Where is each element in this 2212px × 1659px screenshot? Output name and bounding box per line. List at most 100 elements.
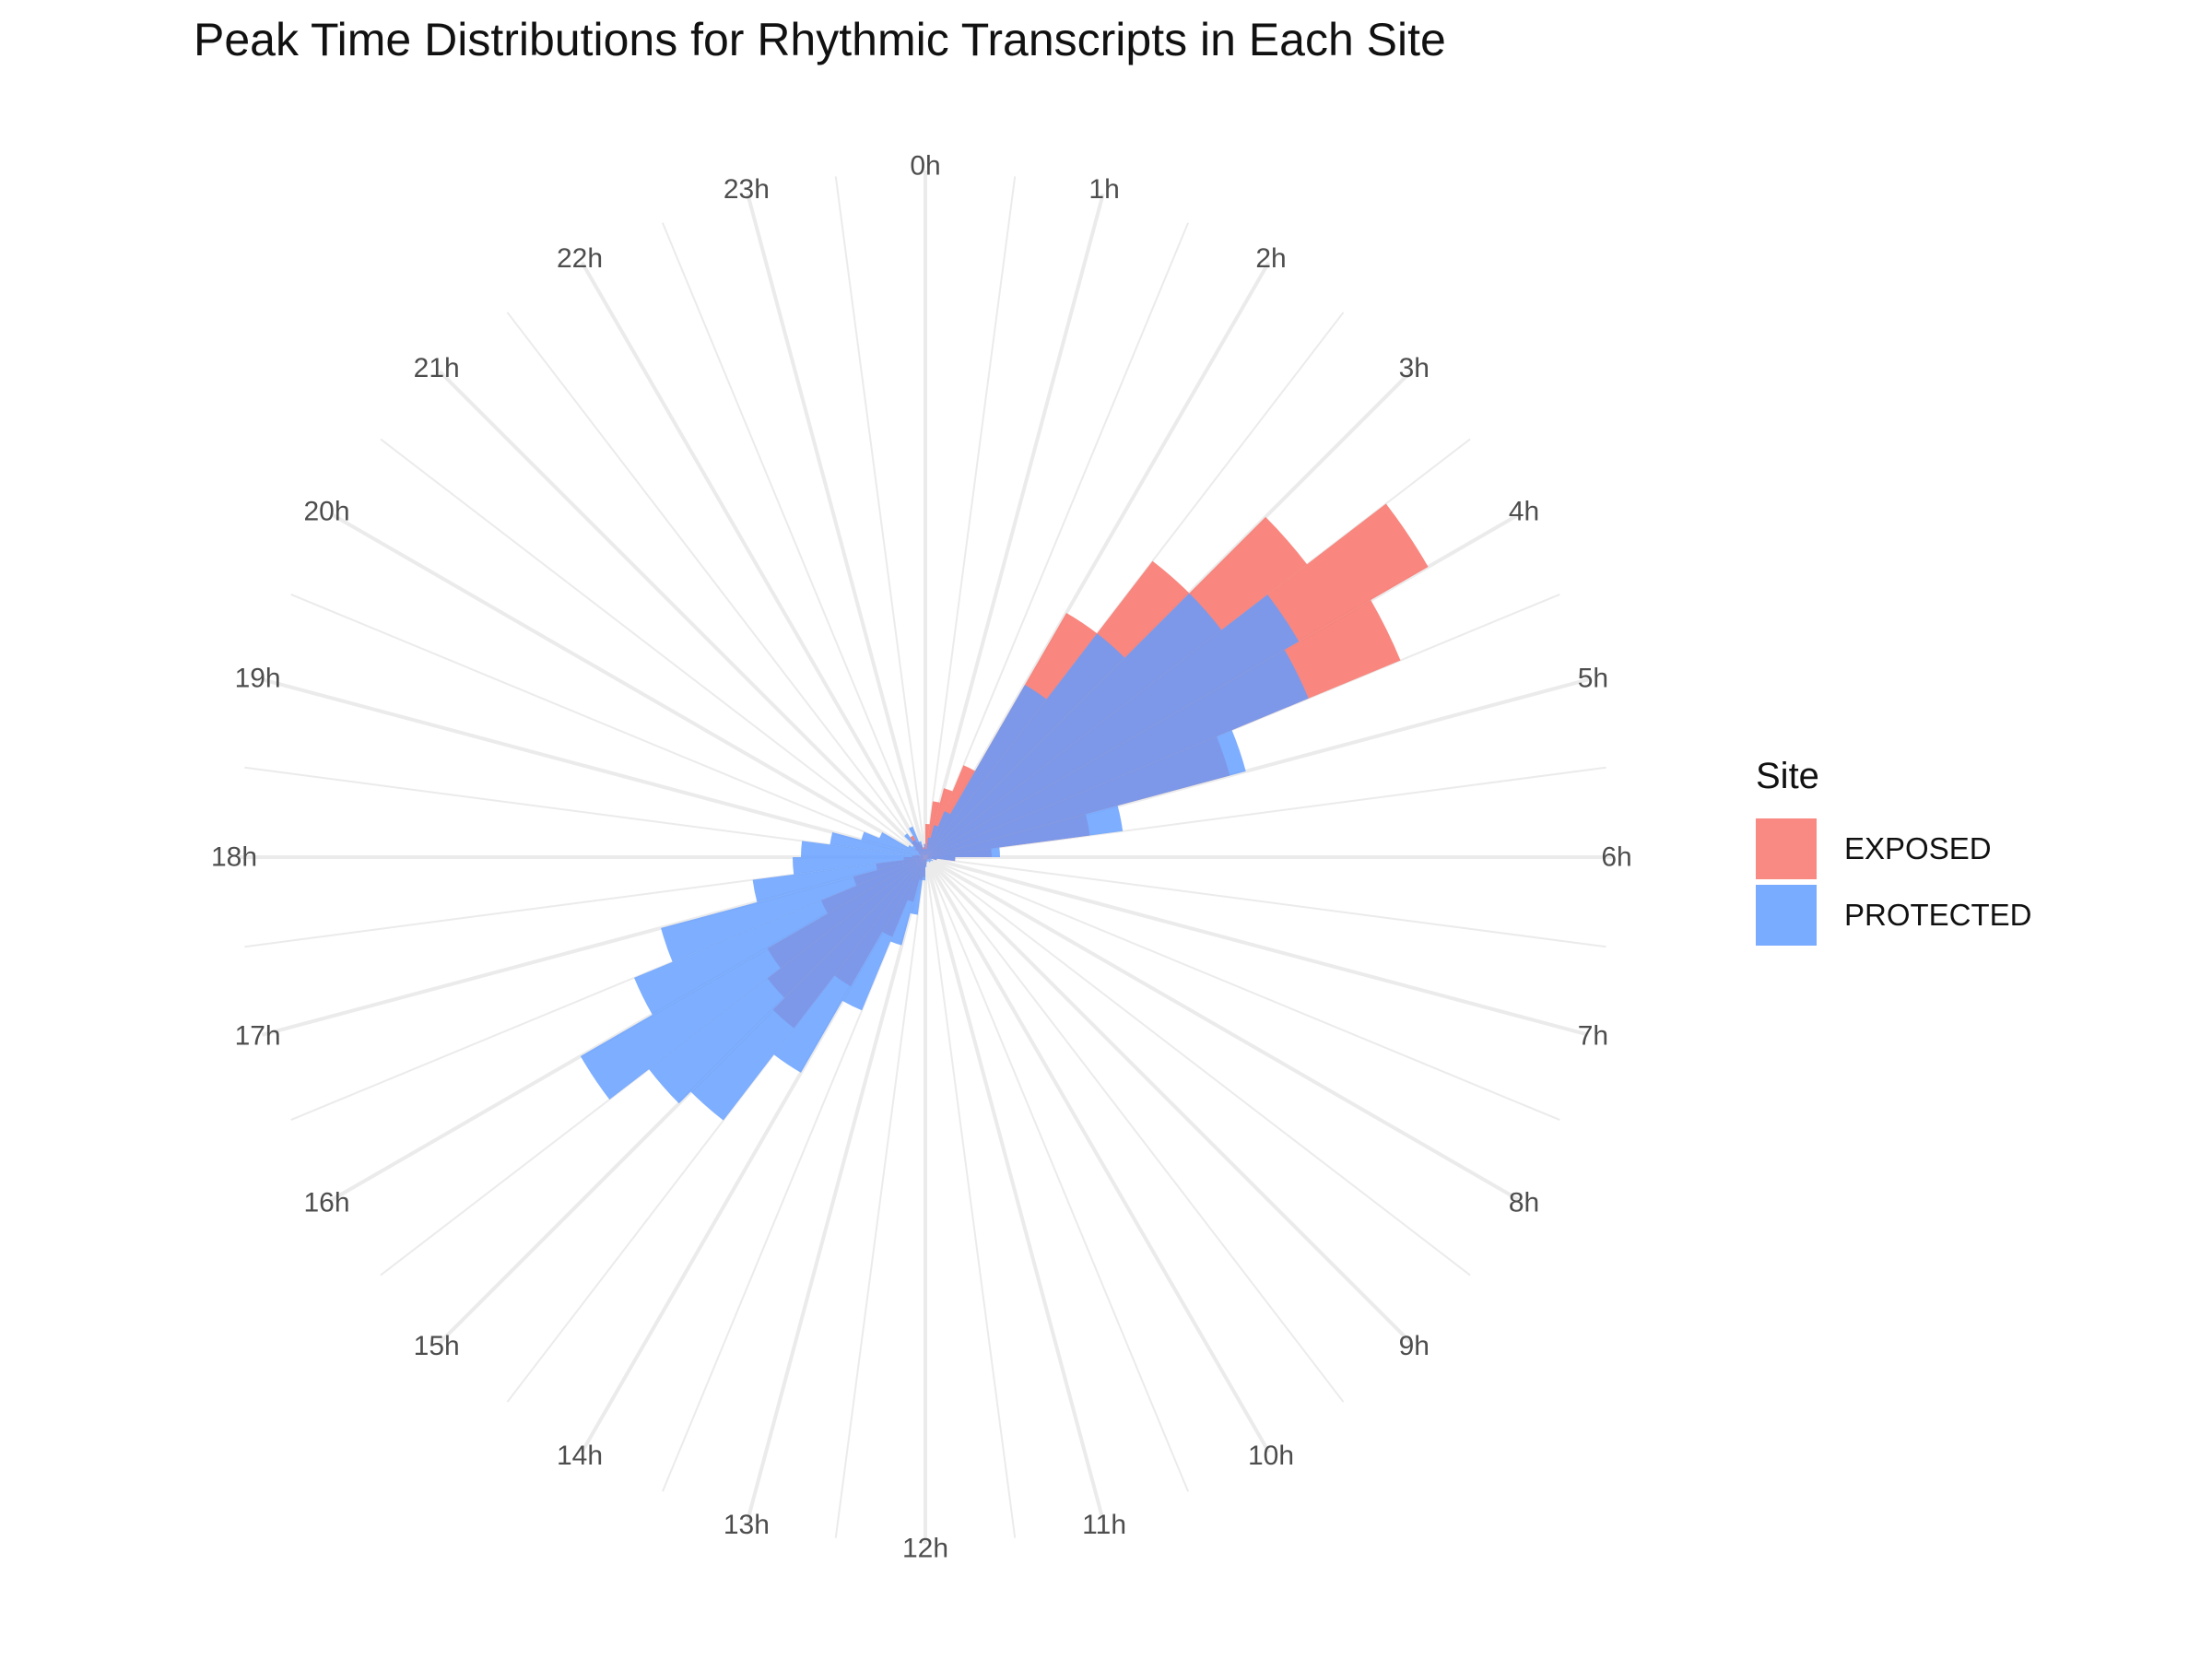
minor-grid-line [924, 856, 1471, 1277]
theta-tick-label-13: 13h [724, 1510, 770, 1540]
major-grid-line [746, 193, 927, 858]
theta-tick-label-8: 8h [1509, 1188, 1539, 1218]
theta-tick-label-20: 20h [303, 497, 349, 527]
bar-protected-24 [922, 857, 925, 881]
theta-tick-label-4: 4h [1509, 497, 1539, 527]
bar-protected-28 [773, 857, 925, 1073]
bar-protected-20 [925, 857, 928, 862]
bar-protected-36 [801, 841, 925, 857]
bar-protected-26 [890, 857, 925, 946]
major-grid-line [924, 855, 1590, 1037]
minor-grid-line [924, 856, 1345, 1403]
theta-tick-label-5: 5h [1578, 663, 1608, 693]
theta-tick-label-10: 10h [1248, 1441, 1294, 1471]
bar-protected-23 [925, 857, 927, 867]
bar-protected-8 [925, 650, 1309, 857]
major-grid-line [924, 855, 1522, 1203]
bar-protected-4 [925, 684, 1047, 857]
theta-tick-label-21: 21h [414, 353, 460, 383]
theta-tick-labels: 0h 1h 2h 3h 4h 5h 6h 7h 8h 9h 10h 11h 12h 13h 14h 15h 16… [211, 151, 1632, 1564]
bar-protected-31 [580, 857, 925, 1100]
legend-item-exposed: EXPOSED [1756, 816, 2032, 882]
bar-protected-9 [925, 730, 1246, 857]
bar-protected-11 [925, 847, 1001, 857]
minor-grid-line [924, 856, 1560, 1122]
bar-protected-3 [925, 811, 950, 857]
bar-exposed-0 [925, 824, 930, 857]
theta-tick-label-17: 17h [235, 1021, 281, 1052]
bar-protected-7 [925, 594, 1300, 857]
theta-tick-label-6: 6h [1601, 842, 1631, 873]
major-grid-line [438, 370, 927, 859]
bar-protected-46 [923, 849, 925, 857]
theta-tick-label-9: 9h [1399, 1331, 1430, 1361]
bar-protected-37 [830, 831, 925, 857]
major-grid-line [924, 193, 1105, 858]
minor-grid-line [834, 176, 926, 858]
bar-protected-14 [925, 857, 932, 860]
minor-grid-line [924, 856, 1190, 1492]
bar-protected-6 [925, 593, 1222, 857]
bar-protected-35 [793, 857, 925, 875]
bar-protected-15 [925, 857, 934, 862]
minor-grid-line [924, 222, 1190, 858]
theta-tick-label-2: 2h [1255, 243, 1286, 274]
minor-grid-line [244, 766, 926, 858]
legend: Site EXPOSED PROTECTED [1756, 756, 2032, 948]
minor-grid-line [380, 438, 926, 858]
series-protected [580, 593, 1309, 1121]
theta-tick-label-15: 15h [414, 1331, 460, 1361]
bar-protected-13 [925, 857, 937, 861]
minor-grid-line [924, 176, 1017, 858]
minor-grid-line [290, 593, 926, 858]
theta-tick-label-18: 18h [211, 842, 257, 873]
bar-protected-17 [925, 857, 931, 863]
theta-tick-label-12: 12h [902, 1534, 948, 1564]
theta-tick-label-19: 19h [235, 663, 281, 693]
theta-tick-label-14: 14h [557, 1441, 603, 1471]
bar-protected-18 [925, 857, 931, 863]
chart-title: Peak Time Distributions for Rhythmic Tra… [194, 14, 1446, 65]
bar-protected-33 [661, 857, 925, 962]
theta-tick-label-22: 22h [557, 243, 603, 274]
bar-protected-5 [925, 633, 1125, 857]
theta-tick-label-23: 23h [724, 174, 770, 205]
legend-label-protected: PROTECTED [1844, 898, 2032, 932]
minor-grid-line [661, 222, 926, 858]
bar-protected-38 [861, 831, 925, 857]
bar-protected-30 [649, 857, 925, 1104]
legend-item-protected: PROTECTED [1756, 882, 2032, 948]
theta-tick-label-3: 3h [1399, 353, 1430, 383]
bar-protected-16 [925, 857, 932, 862]
theta-tick-label-7: 7h [1578, 1021, 1608, 1052]
legend-swatch-exposed [1756, 818, 1817, 879]
bar-protected-21 [925, 857, 928, 863]
minor-grid-line [506, 312, 926, 858]
bar-protected-0 [925, 849, 927, 857]
legend-title: Site [1756, 756, 1819, 796]
bar-protected-10 [925, 806, 1124, 857]
bar-protected-43 [912, 840, 925, 857]
bar-protected-41 [912, 845, 925, 857]
legend-swatch-protected [1756, 885, 1817, 946]
major-grid-line [261, 677, 926, 859]
bar-protected-22 [925, 857, 927, 865]
major-grid-line [746, 856, 927, 1522]
major-grid-line [580, 261, 927, 858]
minor-grid-line [834, 856, 926, 1538]
bar-protected-34 [752, 857, 925, 902]
legend-label-exposed: EXPOSED [1844, 831, 1992, 865]
bar-protected-32 [634, 857, 925, 1015]
bar-protected-12 [925, 857, 956, 862]
bar-protected-2 [925, 825, 938, 857]
major-grid-line [329, 512, 926, 859]
major-grid-line [924, 856, 1271, 1453]
minor-grid-line [924, 856, 1606, 948]
theta-tick-label-1: 1h [1088, 174, 1119, 205]
bar-protected-44 [909, 826, 925, 857]
bar-protected-29 [690, 857, 925, 1121]
major-grid-line [924, 261, 1271, 858]
theta-tick-label-11: 11h [1082, 1510, 1126, 1540]
bar-protected-27 [842, 857, 925, 1011]
